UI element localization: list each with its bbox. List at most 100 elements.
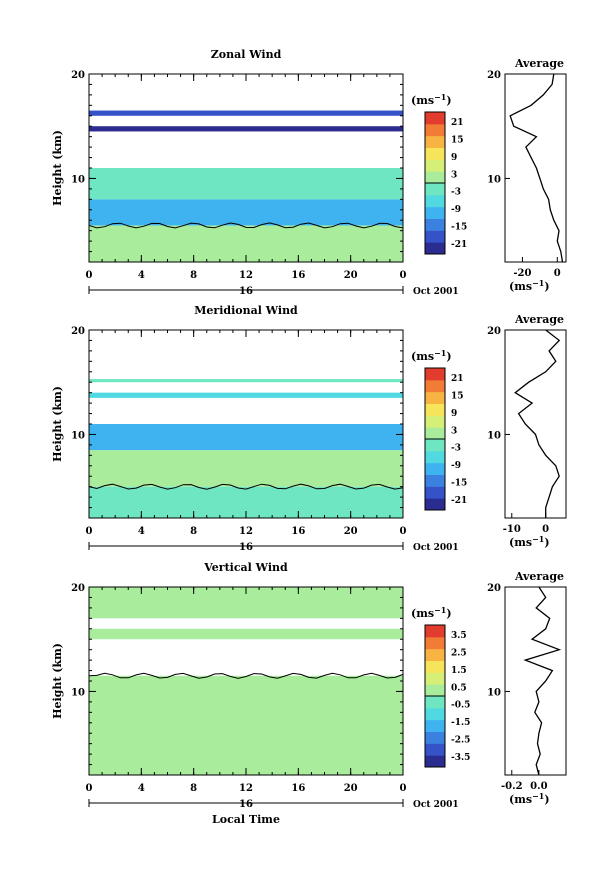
chart-title: Zonal Wind xyxy=(211,48,282,61)
colorbar-swatch xyxy=(425,743,445,756)
panel-meridional-wind: Meridional Wind 0 4 8 12 16 20 0 10 20 Height (km)… xyxy=(51,304,567,553)
chart-title: Meridional Wind xyxy=(194,304,298,317)
colorbar-swatch xyxy=(425,230,445,243)
colorbar-swatch xyxy=(425,183,445,196)
y-tick-label: 20 xyxy=(71,70,85,81)
average-x-axis-label: (ms−1) xyxy=(509,791,550,806)
colorbar-tick-label: -9 xyxy=(451,461,461,471)
colorbar-swatch xyxy=(425,123,445,137)
average-frame xyxy=(504,73,567,263)
heatmap-band xyxy=(89,379,403,383)
colorbar-swatch xyxy=(425,696,445,709)
heatmap-band xyxy=(89,450,403,487)
colorbar: (ms−1) 21 15 9 3 -3 -9 -15 -21 xyxy=(411,92,467,255)
colorbar-tick-label: 21 xyxy=(451,118,464,128)
average-profile-line xyxy=(523,586,562,776)
colorbar-swatch xyxy=(425,462,445,475)
zero-contour xyxy=(88,483,404,490)
average-title: Average xyxy=(514,570,564,583)
x-tick-label: 4 xyxy=(138,783,145,794)
colorbar-tick-label: -3 xyxy=(451,444,461,454)
colorbar-swatch xyxy=(425,135,445,148)
average-y-tick-label: 10 xyxy=(487,174,501,185)
colorbar-tick-label: -2.5 xyxy=(451,736,470,746)
x-tick-label: 8 xyxy=(190,526,197,537)
colorbar-swatch xyxy=(425,672,445,685)
date-label: Oct 2001 xyxy=(413,287,459,297)
date-bar-label: 16 xyxy=(239,799,253,810)
panel-zonal-wind: Zonal Wind 0 4 8 12 16 20 0 10 20 Height (km) 16 Oct… xyxy=(51,48,567,297)
colorbar-tick-label: 3 xyxy=(451,170,457,180)
colorbar-swatch xyxy=(425,415,445,428)
x-tick-label: 20 xyxy=(344,783,358,794)
colorbar-swatch xyxy=(425,755,445,768)
colorbar-tick-label: 0.5 xyxy=(451,683,467,693)
heatmap-field xyxy=(89,587,403,775)
colorbar-swatch xyxy=(425,707,445,721)
colorbar-tick-label: -3.5 xyxy=(451,753,470,763)
colorbar: (ms−1) 3.5 2.5 1.5 0.5 -0.5 -1.5 -2.5 -3.5 xyxy=(411,605,470,768)
colorbar-swatch xyxy=(425,625,445,638)
average-x-axis-label: (ms−1) xyxy=(509,534,550,549)
colorbar-swatch xyxy=(425,439,445,452)
x-tick-label: 0 xyxy=(86,526,93,537)
x-tick-label: 16 xyxy=(291,526,305,537)
x-tick-label: 8 xyxy=(190,783,197,794)
zero-contour xyxy=(88,672,404,679)
colorbar-swatch xyxy=(425,206,445,219)
x-tick-label: 0 xyxy=(86,270,93,281)
colorbar-tick-label: -21 xyxy=(451,240,467,250)
colorbar-tick-label: 3.5 xyxy=(451,631,467,641)
colorbar-swatch xyxy=(425,112,445,125)
colorbar-tick-label: 21 xyxy=(451,374,464,384)
colorbar-unit-label: (ms−1) xyxy=(411,348,452,363)
average-profile-panel: Average 10 20 -0.2 0.0(ms−1) xyxy=(487,570,567,806)
average-x-tick-label: 0.0 xyxy=(530,781,547,792)
x-tick-label: 20 xyxy=(344,526,358,537)
date-bar-label: 16 xyxy=(239,542,253,553)
colorbar-unit-label: (ms−1) xyxy=(411,92,452,107)
colorbar-tick-label: 3 xyxy=(451,426,457,436)
y-axis-label: Height (km) xyxy=(51,130,64,206)
colorbar-tick-label: 9 xyxy=(451,409,457,419)
average-title: Average xyxy=(514,313,564,326)
colorbar-swatch xyxy=(425,474,445,487)
y-tick-label: 10 xyxy=(71,174,85,185)
heatmap-field xyxy=(89,110,403,262)
x-tick-label: 8 xyxy=(190,270,197,281)
x-tick-label: 12 xyxy=(239,270,253,281)
colorbar-swatch xyxy=(425,731,445,744)
average-y-tick-label: 20 xyxy=(487,70,501,81)
colorbar-swatch xyxy=(425,719,445,732)
colorbar-tick-label: 9 xyxy=(451,153,457,163)
x-tick-label: 0 xyxy=(86,783,93,794)
average-title: Average xyxy=(514,57,564,70)
colorbar-tick-label: -3 xyxy=(451,188,461,198)
colorbar-tick-label: -9 xyxy=(451,205,461,215)
x-tick-label: 4 xyxy=(138,270,145,281)
average-y-tick-label: 20 xyxy=(487,326,501,337)
y-axis-label: Height (km) xyxy=(51,643,64,719)
x-tick-label: 16 xyxy=(291,783,305,794)
colorbar-swatch xyxy=(425,648,445,661)
colorbar-swatch xyxy=(425,218,445,231)
colorbar-tick-label: -21 xyxy=(451,496,467,506)
colorbar-swatch xyxy=(425,147,445,160)
panel-vertical-wind: Vertical Wind 0 4 8 12 16 20 0 10 20 Height (km) 16… xyxy=(51,561,567,826)
colorbar-swatch xyxy=(425,450,445,464)
average-x-tick-label: 0 xyxy=(542,524,549,535)
average-y-tick-label: 10 xyxy=(487,430,501,441)
heatmap-band xyxy=(89,424,403,451)
average-x-tick-label: 0 xyxy=(554,268,561,279)
colorbar-swatch xyxy=(425,171,445,184)
date-label: Oct 2001 xyxy=(413,543,459,553)
average-profile-panel: Average 10 20 -20 0 (ms−1) xyxy=(487,57,567,293)
colorbar-swatch xyxy=(425,368,445,381)
colorbar-swatch xyxy=(425,498,445,511)
average-y-tick-label: 20 xyxy=(487,583,501,594)
y-tick-label: 20 xyxy=(71,326,85,337)
average-frame xyxy=(504,329,567,519)
colorbar-tick-label: -15 xyxy=(451,223,467,233)
y-axis-label: Height (km) xyxy=(51,386,64,462)
heatmap-band xyxy=(89,168,403,200)
